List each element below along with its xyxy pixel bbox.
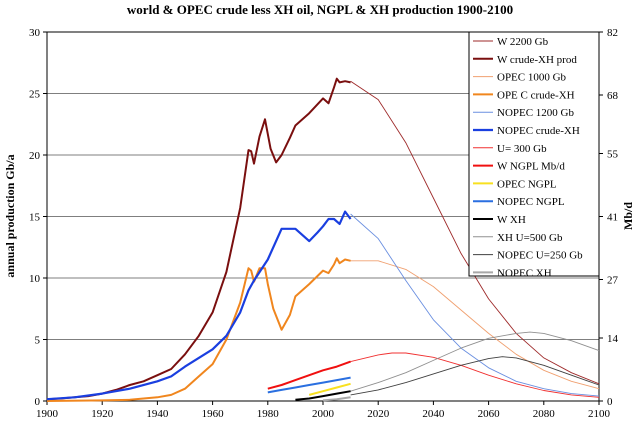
chart-title: world & OPEC crude less XH oil, NGPL & X… — [127, 2, 513, 17]
legend-label: OPE C crude-XH — [497, 89, 575, 101]
y2-axis-label: Mb/d — [621, 202, 635, 230]
x-tick-label: 2000 — [312, 408, 335, 420]
y2-tick-label: 0 — [607, 396, 613, 408]
legend-label: OPEC NGPL — [497, 178, 557, 190]
y2-tick-label: 14 — [607, 333, 619, 345]
legend-label: NOPEC 1200 Gb — [497, 107, 575, 119]
x-tick-label: 2040 — [422, 408, 445, 420]
legend-label: NOPEC U=250 Gb — [497, 250, 583, 262]
legend-label: U= 300 Gb — [497, 143, 547, 155]
x-tick-label: 1900 — [36, 408, 59, 420]
legend-label: OPEC 1000 Gb — [497, 72, 567, 84]
x-tick-label: 2080 — [533, 408, 556, 420]
legend-label: NOPEC XH — [497, 267, 552, 279]
legend: W 2200 Gb W crude-XH prod OPEC 1000 Gb OPE … — [468, 31, 600, 279]
x-tick-label: 1940 — [146, 408, 169, 420]
x-tick-label: 1960 — [202, 408, 225, 420]
legend-label: W 2200 Gb — [497, 36, 549, 48]
series-line-10 — [295, 390, 351, 401]
series-line-1 — [46, 77, 351, 401]
legend-label: W XH — [497, 214, 526, 226]
y2-tick-label: 41 — [607, 212, 618, 224]
legend-label: W crude-XH prod — [497, 54, 577, 66]
series-line-8 — [308, 382, 351, 396]
series-line-5 — [46, 210, 352, 401]
legend-label: XH U=500 Gb — [497, 232, 563, 244]
y2-tick-label: 27 — [607, 275, 619, 287]
y-axis-label: annual production Gb/a — [3, 154, 17, 277]
y-tick-label: 20 — [29, 150, 41, 162]
x-tick-label: 1980 — [257, 408, 280, 420]
y2-tick-label: 68 — [607, 90, 619, 102]
legend-label: W NGPL Mb/d — [497, 161, 565, 173]
x-tick-label: 1920 — [91, 408, 114, 420]
series-line-11 — [350, 331, 600, 392]
y2-tick-label: 55 — [607, 149, 619, 161]
y-axis-ticks: 0 5 10 15 20 25 30 — [29, 27, 47, 408]
series-line-4 — [350, 213, 600, 397]
y2-tick-label: 82 — [607, 27, 618, 39]
y2-axis-ticks: 0 14 27 41 55 68 82 — [599, 27, 619, 408]
legend-label: NOPEC NGPL — [497, 196, 565, 208]
series-line-7 — [267, 360, 351, 390]
y-tick-label: 25 — [29, 89, 41, 101]
y-tick-label: 30 — [29, 27, 41, 39]
x-tick-label: 2060 — [478, 408, 501, 420]
x-tick-label: 2020 — [367, 408, 390, 420]
series-line-12 — [350, 356, 600, 396]
series-lines — [46, 77, 600, 402]
y-tick-label: 0 — [35, 396, 41, 408]
series-line-2 — [350, 260, 600, 390]
legend-label: NOPEC crude-XH — [497, 125, 580, 137]
y-tick-label: 15 — [29, 212, 41, 224]
legend-box — [468, 31, 600, 277]
y-tick-label: 10 — [29, 273, 41, 285]
y-tick-label: 5 — [35, 335, 41, 347]
x-tick-label: 2100 — [588, 408, 611, 420]
series-line-13 — [322, 396, 351, 402]
series-line-9 — [267, 376, 351, 394]
x-axis-ticks: 1900 1920 1940 1960 1980 2000 2020 2040 2060 2080… — [36, 401, 611, 420]
